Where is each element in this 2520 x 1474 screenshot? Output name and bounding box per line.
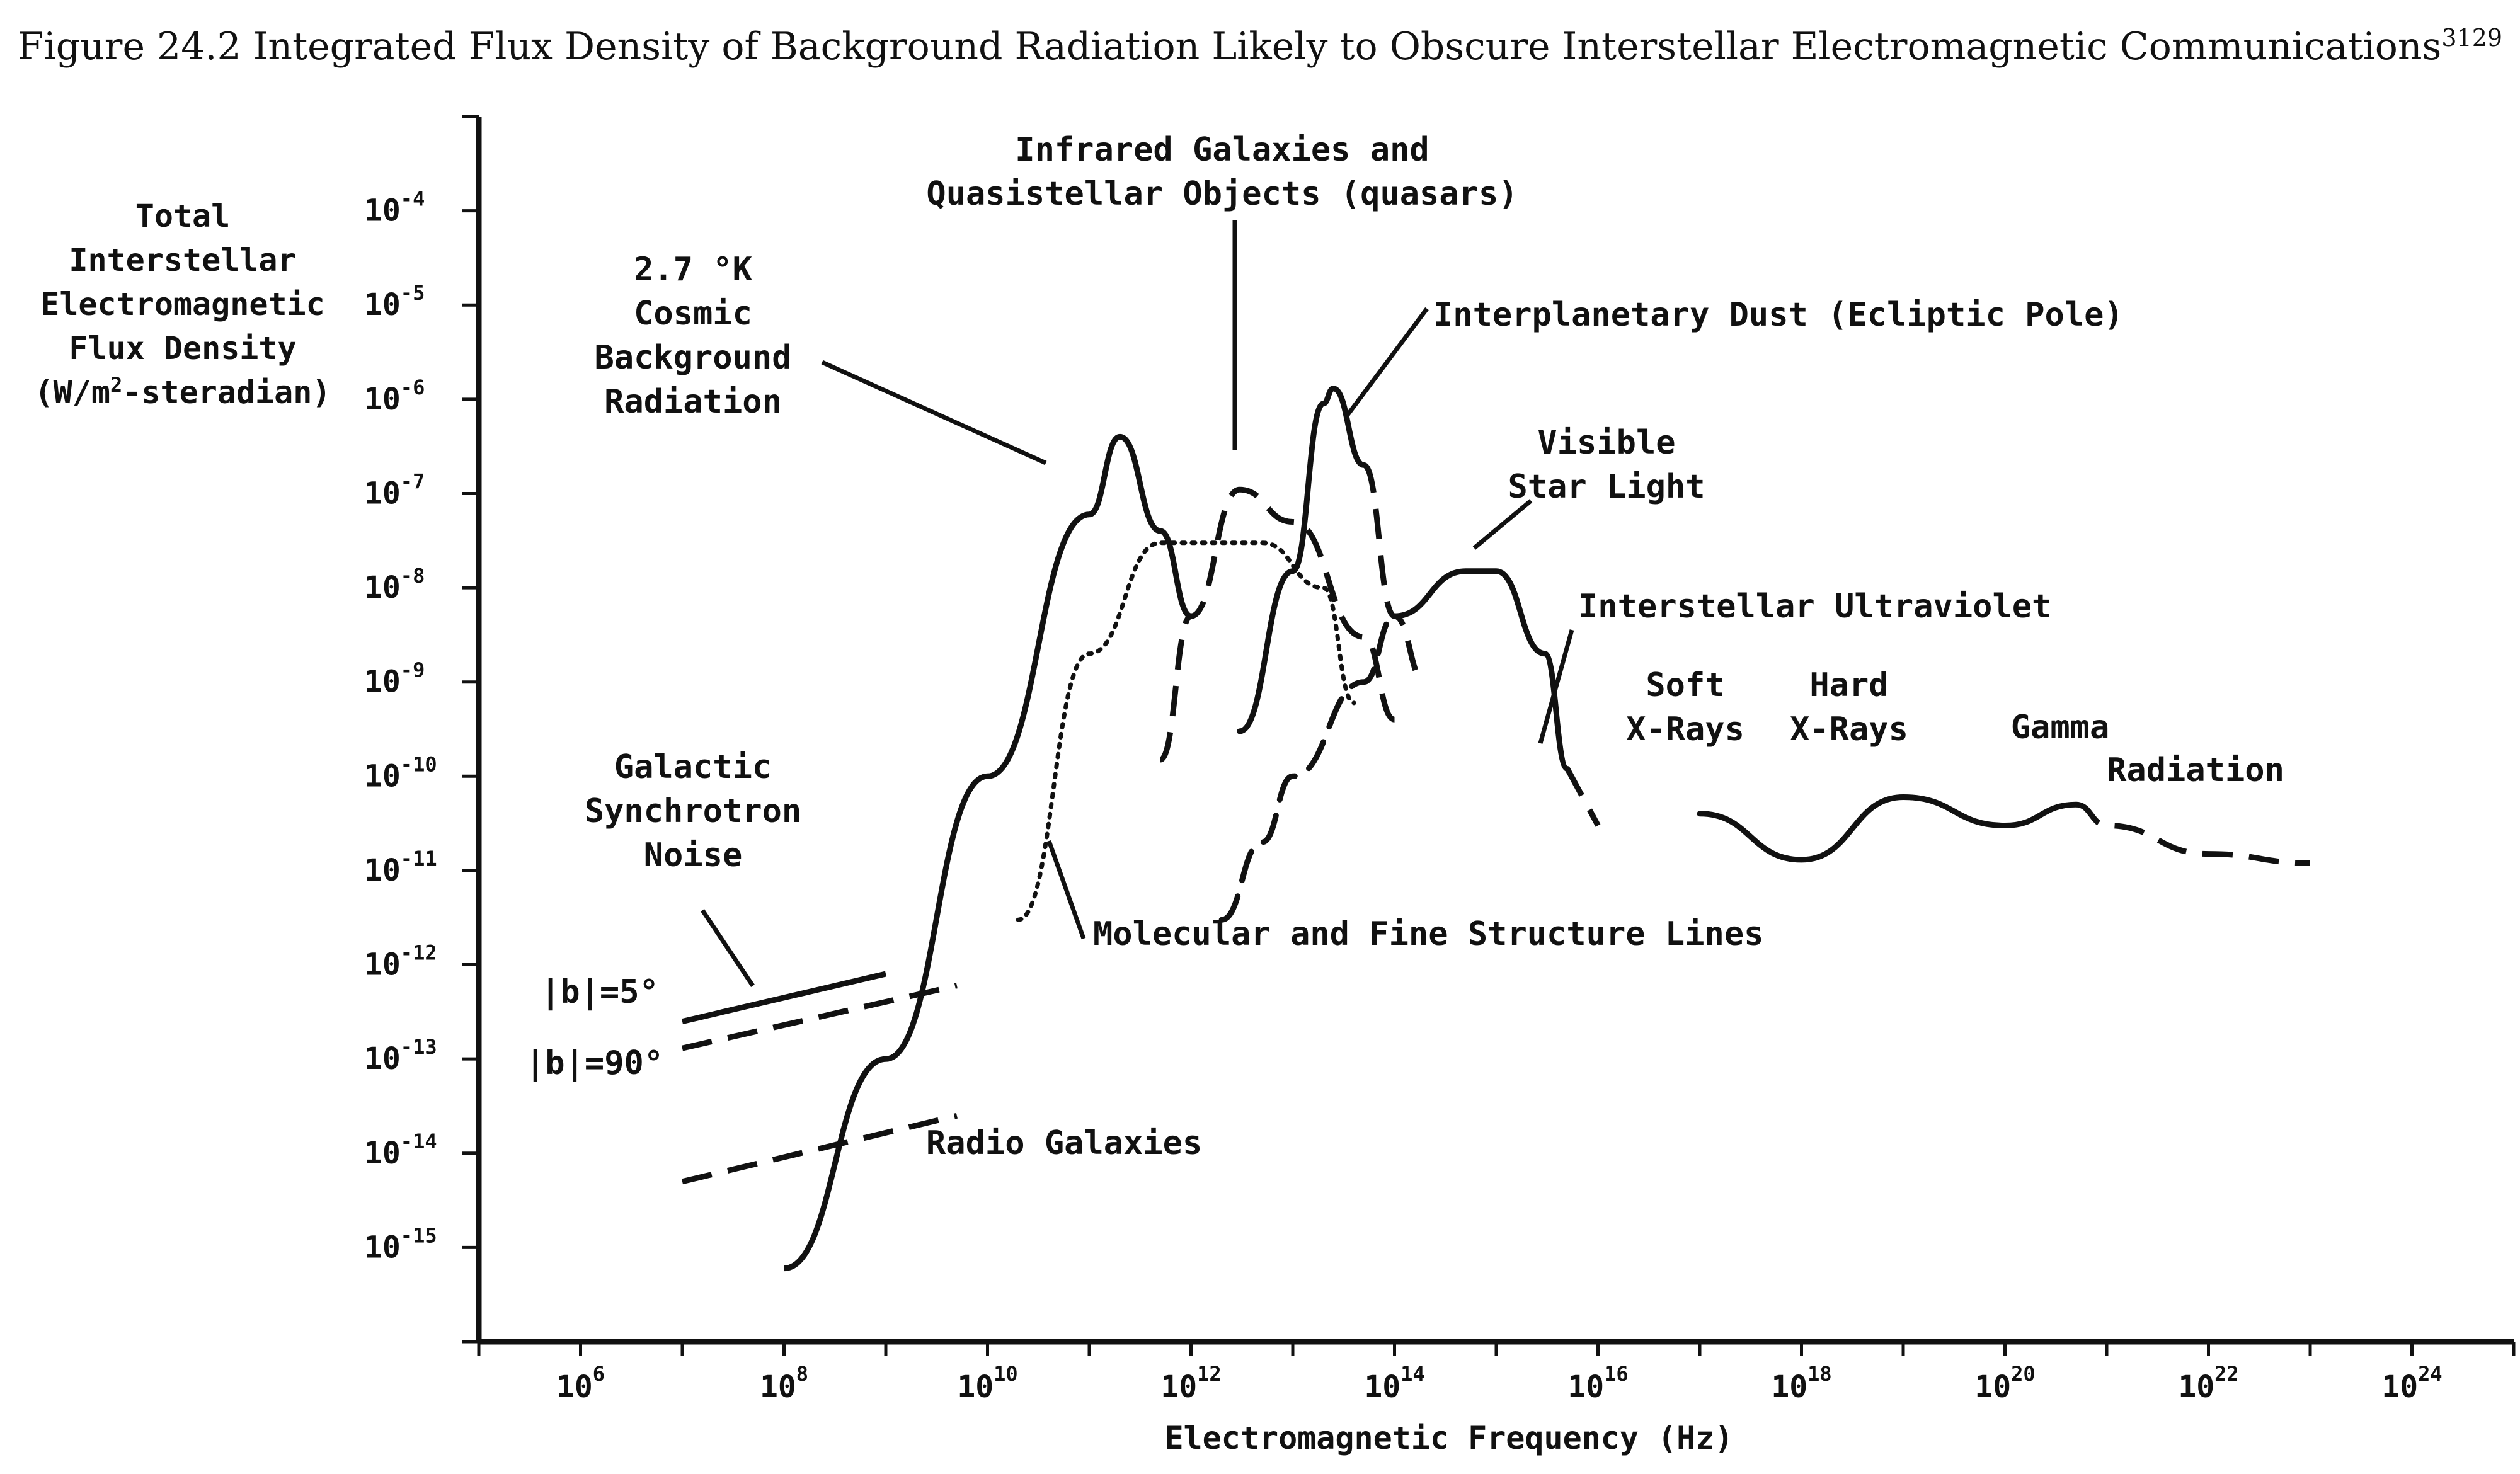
y-tick-label: 10-14 [364,1129,437,1171]
series-line-6 [1362,462,1426,685]
y-tick-label: 10-10 [364,752,437,794]
annotation-b-90: |b|=90° [525,1044,663,1082]
x-axis-label: Electromagnetic Frequency (Hz) [1164,1420,1733,1456]
annotation-cosmic-background: 2.7 °K [634,251,753,289]
series-line-5 [1159,486,1396,763]
series-line-7 [1218,613,1397,923]
annotation-connectors [701,220,1574,987]
annotation-molecular-lines: Molecular and Fine Structure Lines [1093,915,1763,953]
chart-axes: 106 108 1010 1012 1014 1016 1018 1020 1022 1024 10… [35,115,2516,1456]
y-tick-label: 10-12 [364,941,437,983]
x-tick-label: 1018 [1771,1362,1831,1405]
x-tick-label: 108 [760,1362,808,1405]
annotation-radio-galaxies: Radio Galaxies [926,1124,1202,1162]
x-tick-label: 1016 [1567,1362,1628,1405]
annotation-connector [1345,307,1429,418]
x-tick-label: 1024 [2381,1362,2442,1405]
annotation-cosmic-background: Radiation [604,383,782,421]
annotation-connector [1538,629,1574,744]
annotation-cosmic-background: Cosmic [634,295,752,333]
y-tick-label: 10-11 [364,847,437,888]
y-tick-label: 10-6 [364,375,425,417]
y-tick-label: 10-8 [364,564,425,605]
x-tick-label: 1014 [1364,1362,1424,1405]
x-tick-label: 1010 [957,1362,1017,1405]
x-tick-label: 106 [556,1362,605,1405]
annotation-hard-x-rays: X-Rays [1790,711,1908,748]
annotation-soft-x-rays: Soft [1646,666,1724,704]
series-line-4 [1016,540,1356,922]
annotation-visible-star-light: Visible [1537,424,1675,462]
chart-series [681,386,2311,1272]
y-tick-label: 10-15 [364,1223,437,1265]
series-line-8 [1564,767,1601,827]
series-line-8 [1493,568,1571,772]
figure-title-text: Figure 24.2 Integrated Flux Density of B… [17,25,2442,69]
annotation-connector [701,909,755,987]
y-tick-label: 10-9 [364,658,425,700]
series-line-9 [1697,794,2079,863]
annotation-interplanetary-dust: Interplanetary Dust (Ecliptic Pole) [1433,296,2124,334]
figure-title: Figure 24.2 Integrated Flux Density of B… [0,24,2520,69]
y-tick-label: 10-4 [364,187,425,229]
y-axis-label-line: (W/m2-steradian) [35,373,331,411]
series-line-9 [2075,801,2311,866]
y-axis-label-line: Total [135,198,231,234]
y-tick-label: 10-7 [364,469,425,511]
y-axis-label-line: Flux Density [69,330,296,367]
annotation-galactic-synchrotron: Noise [644,837,743,874]
x-tick-label: 1020 [1974,1362,2035,1405]
y-tick-label: 10-5 [364,281,425,323]
y-axis-label-line: Interstellar [69,242,296,278]
series-line-7 [1394,568,1496,619]
x-tick-label: 1012 [1160,1362,1221,1405]
annotation-connector [821,360,1047,466]
annotation-hard-x-rays: Hard [1809,666,1888,704]
series-line-1 [681,971,887,1024]
y-axis-label-line: Electromagnetic [40,286,325,323]
annotation-gamma: Gamma [2011,709,2110,746]
x-tick-label: 1022 [2178,1362,2238,1405]
annotation-infrared-galaxies: Quasistellar Objects (quasars) [926,175,1518,213]
annotation-connector [1472,499,1533,550]
annotation-visible-star-light: Star Light [1508,468,1705,506]
annotation-b-5: |b|=5° [541,973,659,1011]
annotation-interstellar-ultraviolet: Interstellar Ultraviolet [1578,588,2051,626]
annotation-soft-x-rays: X-Rays [1626,711,1744,748]
figure-footnote: 3129 [2441,24,2503,52]
series-line-6 [1237,386,1367,734]
chart-annotations: 2.7 °K Cosmic Background Radiation Infrared … [525,131,2284,1162]
annotation-galactic-synchrotron: Synchrotron [585,792,801,830]
annotation-gamma-radiation: Radiation [2107,751,2284,789]
annotation-cosmic-background: Background [594,339,791,377]
y-tick-label: 10-13 [364,1035,437,1077]
series-line-0 [783,433,1193,1272]
annotation-connector [1046,840,1086,940]
annotation-infrared-galaxies: Infrared Galaxies and [1015,131,1429,169]
annotation-galactic-synchrotron: Galactic [614,748,772,786]
series-line-2 [681,983,958,1051]
series-line-3 [681,1112,958,1185]
